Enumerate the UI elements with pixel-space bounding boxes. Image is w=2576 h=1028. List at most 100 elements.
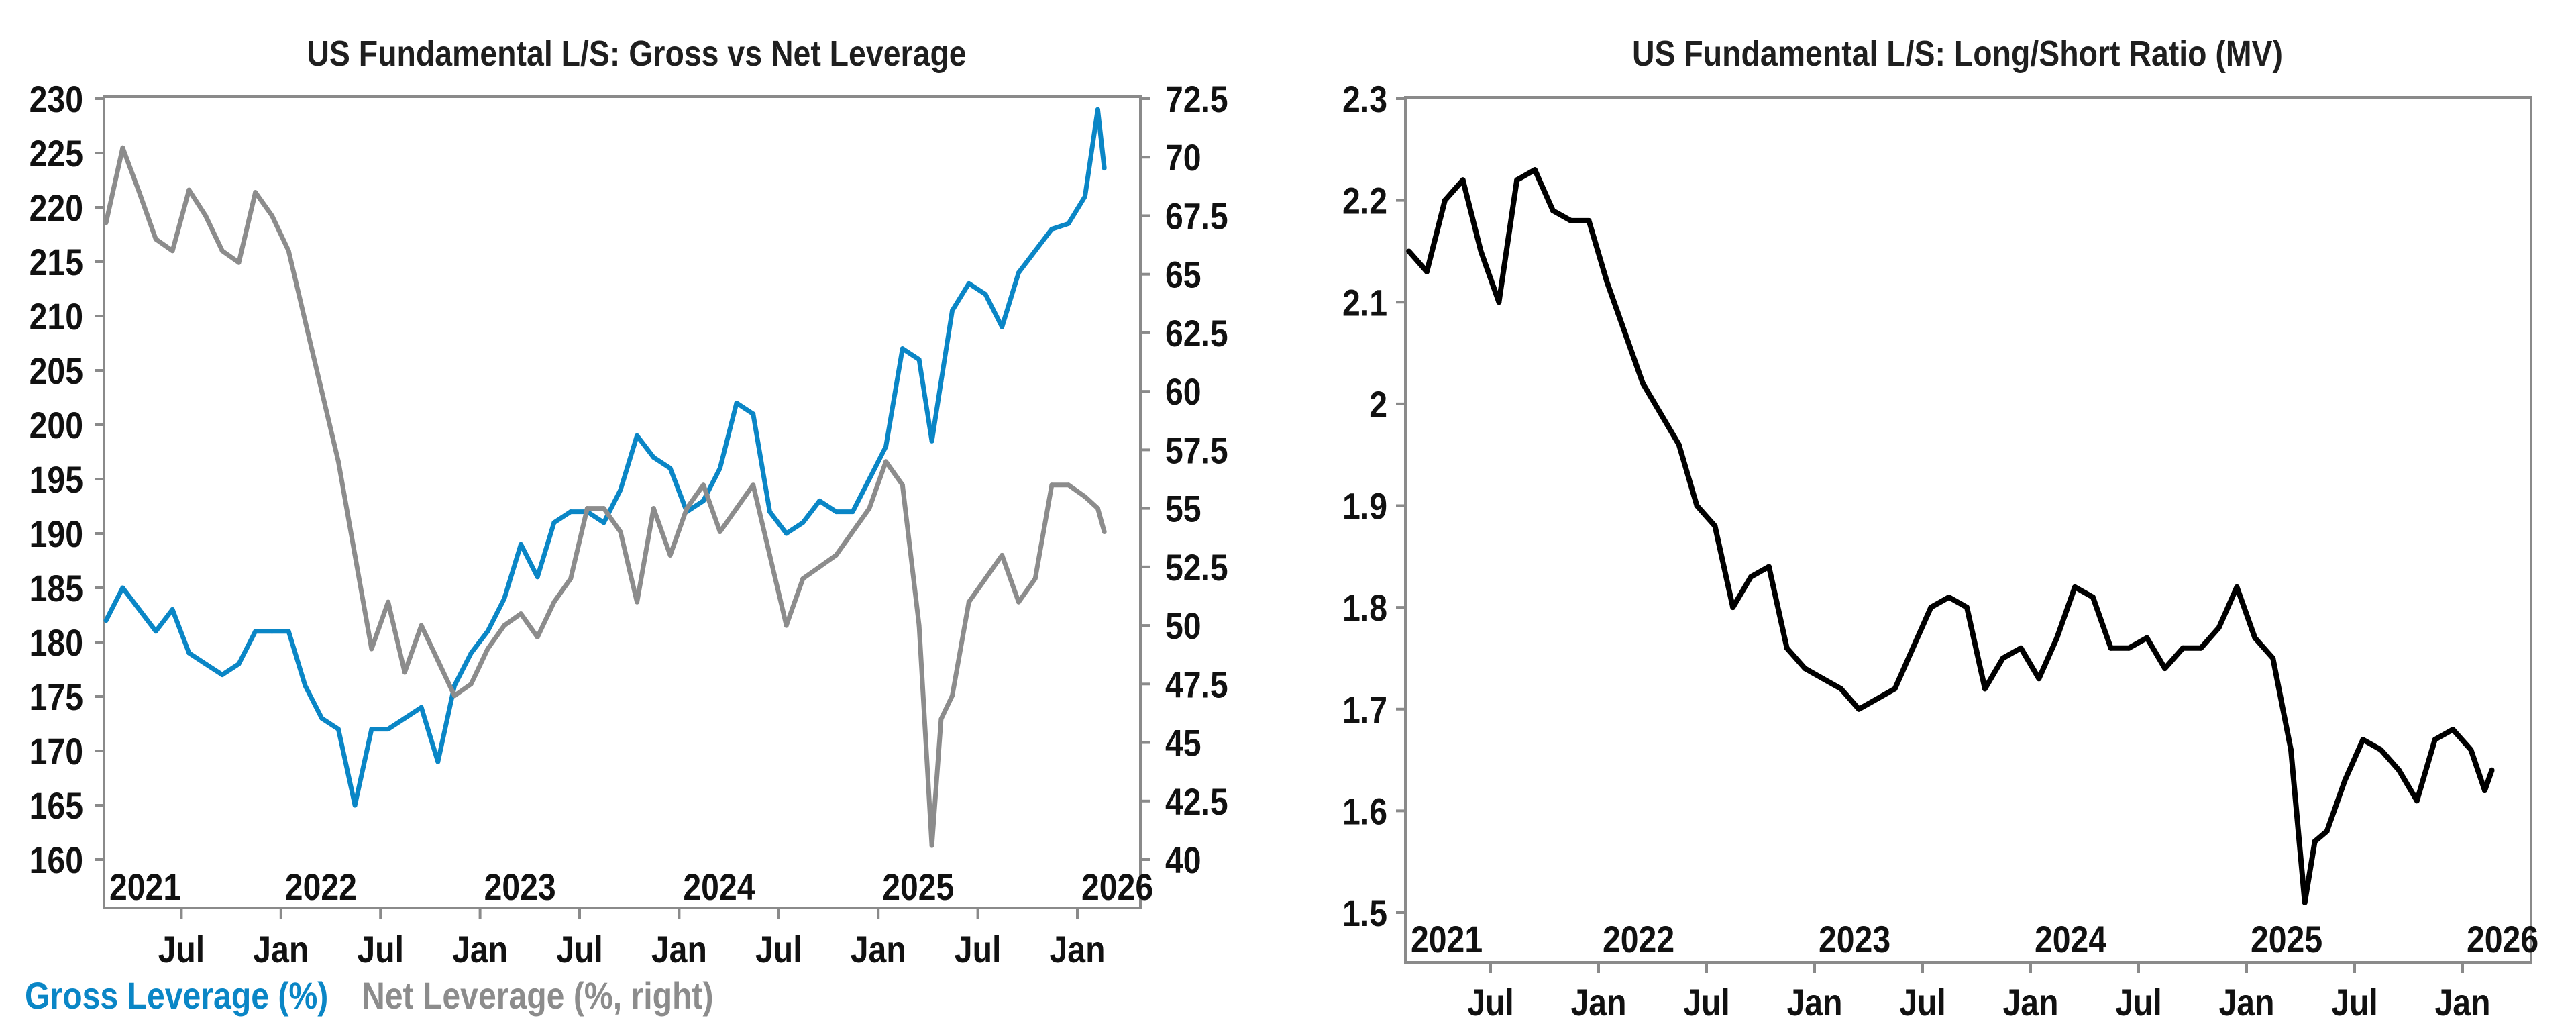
y-tick-label: 1.6 [1342, 790, 1387, 832]
x-year-label: 2026 [2467, 918, 2538, 960]
data-point [717, 466, 722, 471]
y-right-tick-label: 65 [1165, 254, 1201, 296]
data-point [983, 576, 988, 581]
data-point [1910, 645, 1916, 651]
data-point [468, 681, 474, 686]
x-month-label: Jan [253, 928, 309, 970]
net-leverage-line [103, 145, 1107, 848]
data-point [2396, 767, 2402, 773]
data-point [950, 693, 955, 699]
chart-title: US Fundamental L/S: Gross vs Net Leverag… [307, 34, 966, 74]
data-point [751, 411, 756, 417]
data-point [352, 803, 358, 808]
data-point [651, 506, 656, 511]
data-point [2378, 747, 2384, 753]
data-point [369, 727, 374, 732]
y-tick-label: 2.3 [1342, 78, 1387, 120]
data-point [938, 717, 944, 722]
data-point [2072, 584, 2078, 590]
data-point [833, 509, 839, 515]
x-year-label: 2021 [1411, 918, 1483, 960]
data-point [1066, 221, 1071, 226]
data-point [1102, 529, 1107, 535]
x-month-label: Jan [2219, 981, 2275, 1023]
data-point [369, 646, 374, 652]
data-point [1082, 194, 1087, 199]
data-point [601, 520, 606, 525]
x-year-label: 2025 [882, 866, 954, 908]
data-point [186, 187, 192, 193]
data-point [938, 378, 944, 384]
data-point [1514, 177, 1520, 183]
data-point [701, 498, 706, 503]
data-point [1730, 605, 1736, 611]
x-month-label: Jul [1899, 981, 1946, 1023]
data-point [518, 611, 523, 617]
data-point [635, 599, 640, 605]
data-point [2126, 645, 2132, 651]
data-point [701, 482, 706, 488]
data-point [1095, 506, 1100, 511]
data-point [817, 564, 822, 570]
data-point [120, 145, 125, 150]
data-point [2468, 747, 2474, 753]
x-month-label: Jul [556, 928, 603, 970]
data-point [800, 576, 806, 581]
data-point [601, 506, 606, 511]
data-point [253, 629, 258, 634]
y-right-tick-label: 70 [1165, 136, 1201, 178]
data-point [1568, 217, 1574, 223]
data-point [2252, 635, 2258, 641]
data-point [236, 260, 241, 265]
data-point [286, 629, 291, 634]
x-month-label: Jul [2331, 981, 2378, 1023]
data-point [186, 650, 192, 656]
data-point [2270, 655, 2276, 661]
y-tick-label: 1.5 [1342, 892, 1387, 934]
y-right-tick-label: 67.5 [1165, 195, 1228, 237]
data-point [2108, 645, 2114, 651]
y-tick-label: 2.1 [1342, 281, 1387, 323]
data-point [584, 506, 590, 511]
data-point [120, 585, 125, 590]
data-point [817, 498, 822, 503]
data-point [170, 607, 175, 612]
data-point [319, 389, 325, 394]
data-point [2234, 584, 2240, 590]
data-point [667, 466, 673, 471]
x-year-label: 2023 [484, 866, 556, 908]
data-point [2302, 899, 2308, 905]
x-year-label: 2023 [1819, 918, 1890, 960]
data-point [833, 552, 839, 558]
data-point [1102, 166, 1107, 171]
data-point [402, 715, 407, 721]
legend-net-leverage: Net Leverage (%, right) [362, 974, 714, 1017]
x-year-label: 2022 [1603, 918, 1674, 960]
data-point [2090, 594, 2096, 600]
x-month-label: Jul [357, 928, 404, 970]
data-point [929, 438, 934, 444]
data-point [137, 190, 142, 195]
data-point [2482, 788, 2488, 794]
x-month-label: Jul [1467, 981, 1514, 1023]
data-point [269, 213, 274, 218]
data-point [236, 661, 241, 666]
data-point [1856, 706, 1862, 712]
data-point [1604, 278, 1610, 285]
data-point [203, 213, 209, 218]
y-tick-label: 2.2 [1342, 180, 1387, 222]
data-point [203, 661, 209, 666]
data-point [2036, 676, 2042, 682]
data-point [219, 248, 225, 254]
data-point [2144, 635, 2150, 641]
data-point [502, 596, 507, 601]
data-point [1892, 686, 1898, 692]
y-tick-label: 175 [30, 676, 83, 718]
data-point [1095, 107, 1100, 112]
data-point [1082, 494, 1087, 499]
data-point [286, 248, 291, 254]
data-point [485, 629, 490, 634]
data-point [734, 401, 739, 406]
y-tick-label: 205 [30, 350, 83, 392]
data-point [916, 357, 922, 362]
